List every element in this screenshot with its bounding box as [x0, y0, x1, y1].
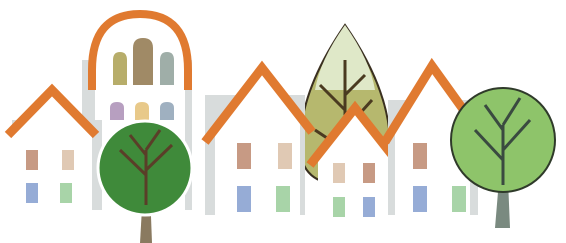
window	[237, 186, 251, 212]
window	[363, 163, 375, 183]
window	[26, 150, 38, 170]
window	[333, 163, 345, 183]
page: (() => { const data = JSON.parse(documen…	[0, 0, 566, 243]
house	[205, 68, 312, 215]
window	[276, 186, 290, 212]
illustration	[0, 0, 566, 243]
window	[237, 143, 251, 169]
window	[160, 102, 174, 120]
window	[363, 197, 375, 217]
window	[413, 186, 427, 212]
window	[113, 52, 127, 85]
window	[135, 102, 149, 120]
window	[452, 186, 466, 212]
round-tree	[98, 121, 192, 243]
window	[413, 143, 427, 169]
window	[26, 183, 38, 203]
window	[278, 143, 292, 169]
window	[133, 38, 153, 85]
window	[62, 150, 74, 170]
window	[160, 52, 174, 85]
house-wall	[12, 92, 92, 210]
window	[333, 197, 345, 217]
window	[110, 102, 124, 120]
window	[60, 183, 72, 203]
